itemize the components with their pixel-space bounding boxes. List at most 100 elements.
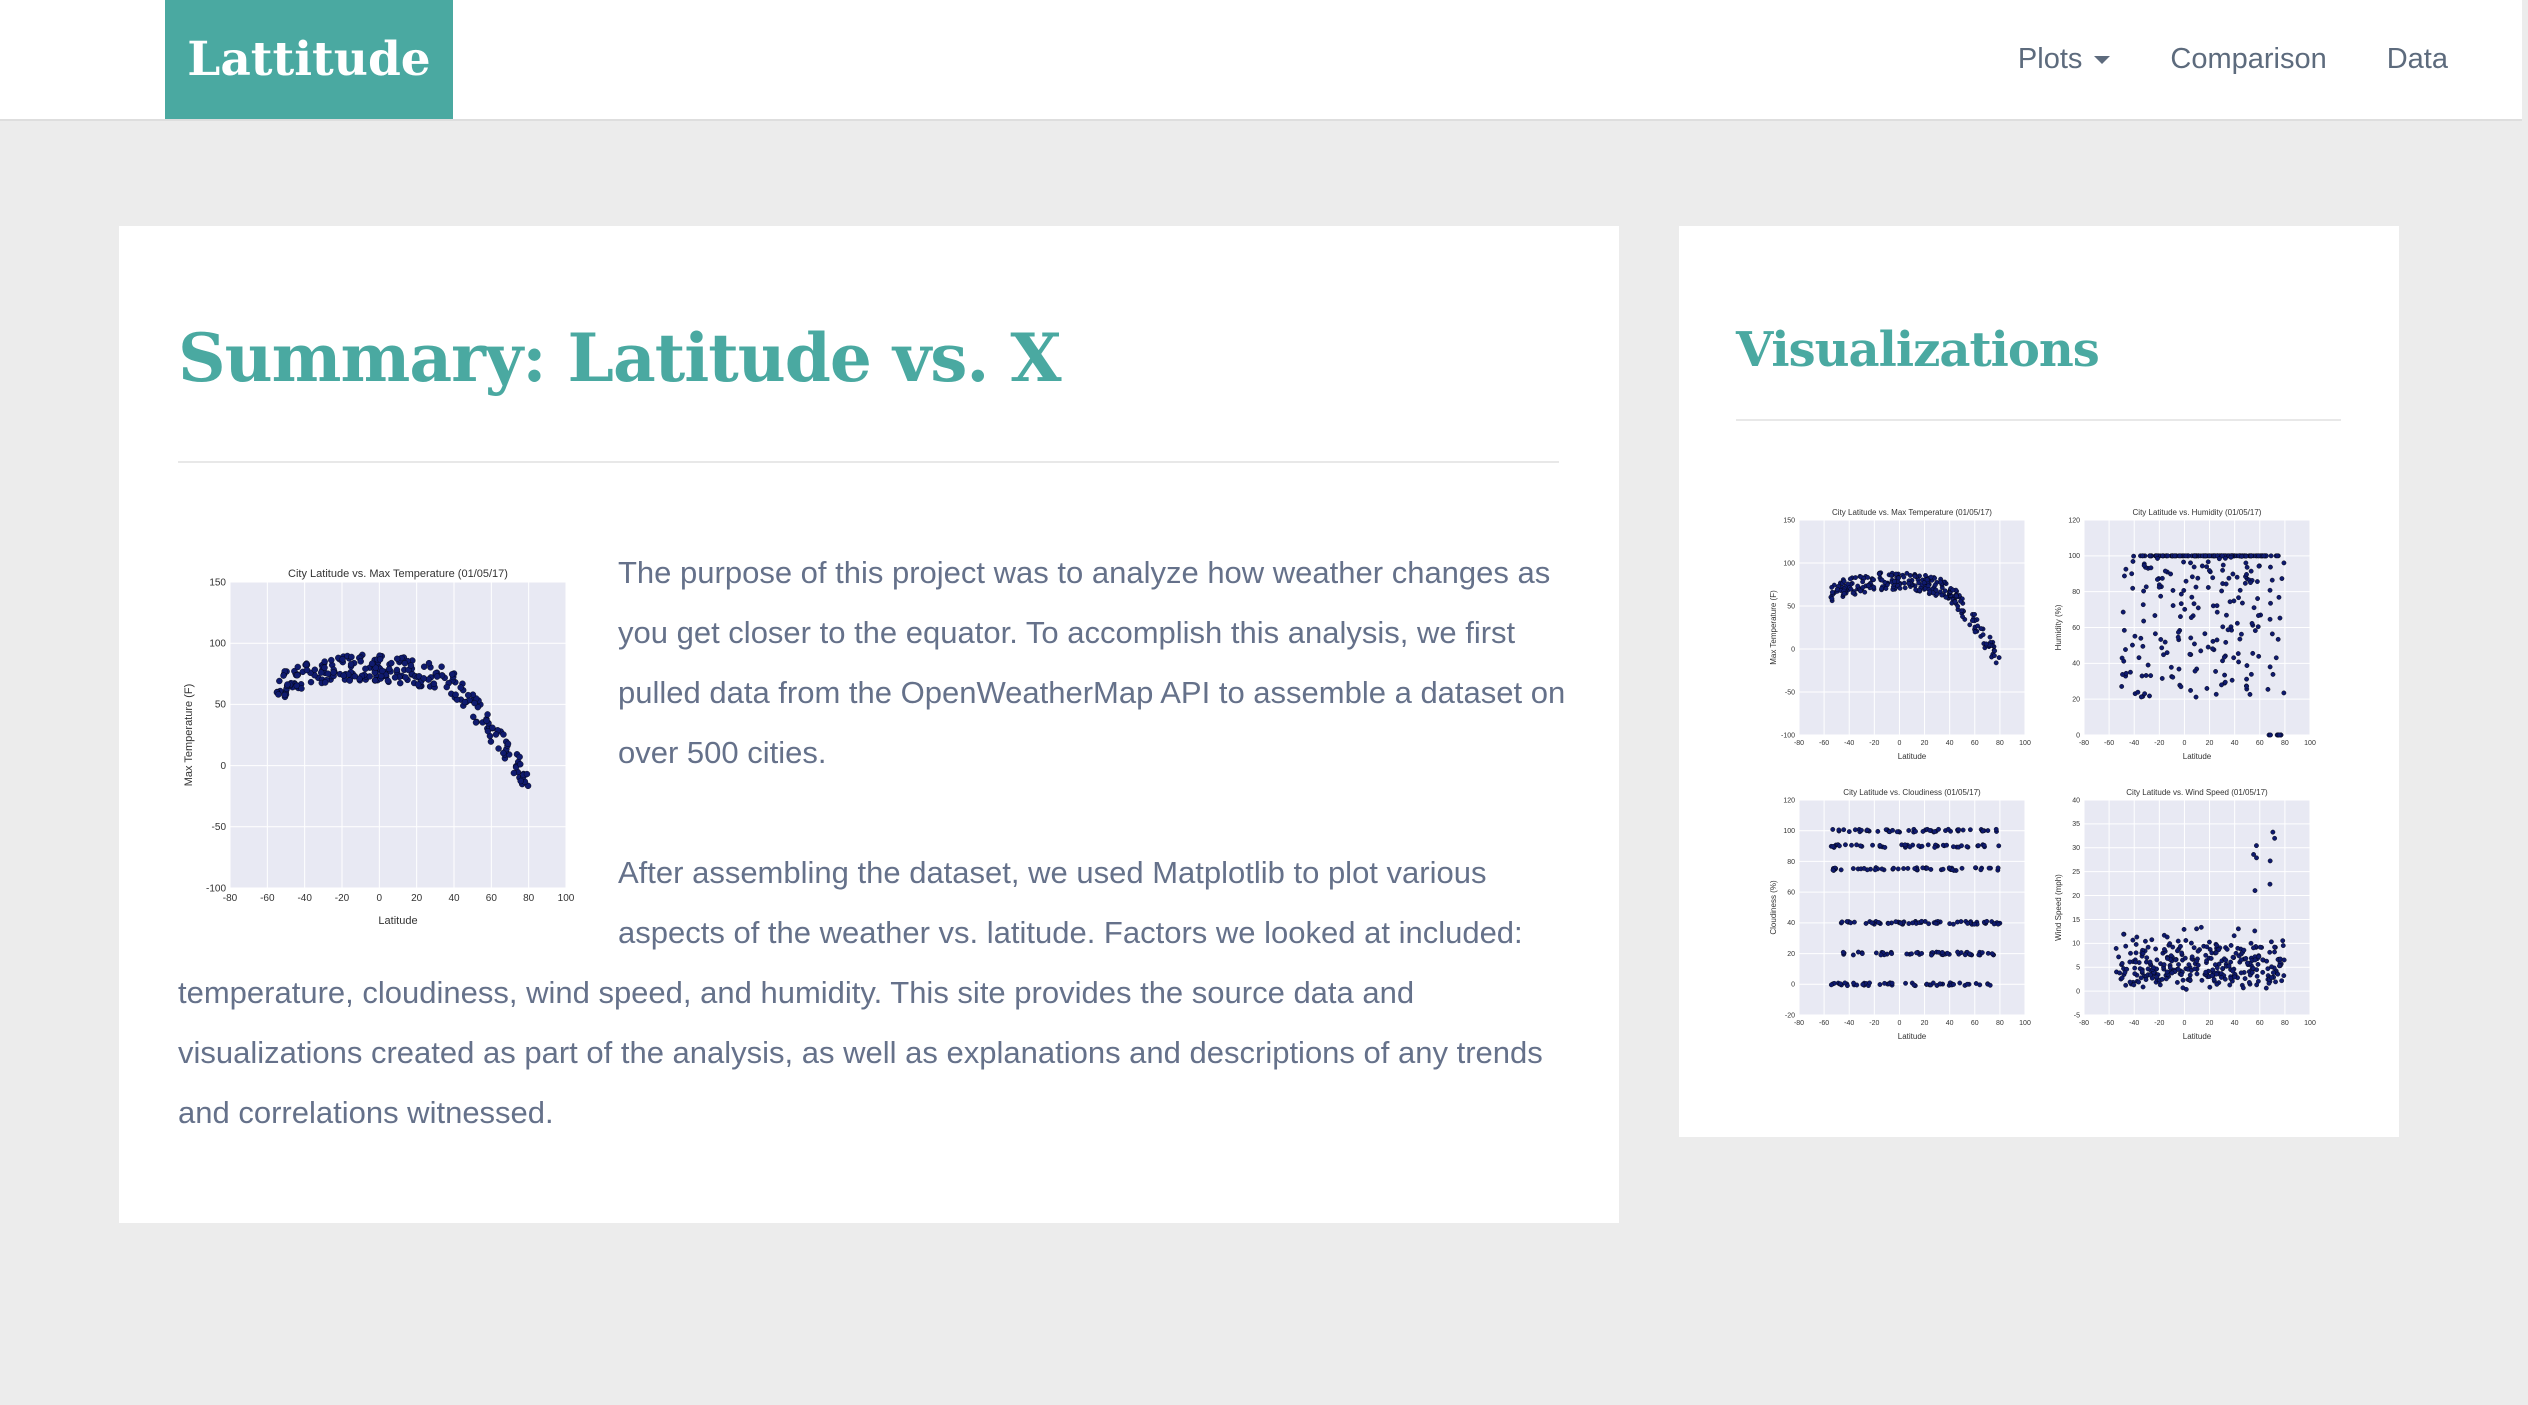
y-tick-label: 100 xyxy=(1783,560,1795,567)
x-tick-label: 100 xyxy=(2304,740,2316,747)
y-tick-label: 15 xyxy=(2072,917,2080,924)
y-axis-label: Humidity (%) xyxy=(2054,604,2063,650)
thumb-cloudiness[interactable]: -80 -60 -40 -20 0 20 40 60 80 100 -20 0 20 40 60 80 100 1… xyxy=(1769,786,2039,1041)
scatter-point xyxy=(1943,589,1947,593)
thumb-wind-speed[interactable]: -80 -60 -40 -20 0 20 40 60 80 100 -5 0 5 10 15 20 25 30 35… xyxy=(2054,786,2324,1041)
y-tick-label: -50 xyxy=(212,822,227,833)
scatter-point xyxy=(2144,673,2148,677)
scatter-point xyxy=(341,673,347,679)
scatter-point xyxy=(276,678,282,684)
x-tick-label: -20 xyxy=(1869,740,1879,747)
scatter-point xyxy=(394,667,400,673)
scatter-point xyxy=(1947,921,1951,925)
scatter-point xyxy=(1892,579,1896,583)
scatter-point xyxy=(1946,827,1950,831)
scatter-point xyxy=(1867,981,1871,985)
scatter-point xyxy=(2207,554,2211,558)
scatter-point xyxy=(2124,983,2128,987)
y-tick-label: 100 xyxy=(209,639,226,650)
plot-area xyxy=(1799,520,2025,735)
scatter-point xyxy=(1851,866,1855,870)
scatter-point xyxy=(1853,828,1857,832)
scatter-point xyxy=(1997,844,2001,848)
scatter-point xyxy=(372,677,378,683)
y-axis-label: Wind Speed (mph) xyxy=(2054,874,2063,941)
scatter-point xyxy=(2269,554,2273,558)
scatter-point xyxy=(2224,958,2228,962)
scatter-point xyxy=(2199,649,2203,653)
scatter-point xyxy=(1831,844,1835,848)
y-tick-label: 80 xyxy=(1787,859,1795,866)
scatter-point xyxy=(2266,687,2270,691)
scatter-point xyxy=(1956,604,1960,608)
scatter-point xyxy=(2179,951,2183,955)
temperature-chart-image: -80 -60 -40 -20 0 20 40 60 80 100 -100 -50 0 50 100 150… xyxy=(182,556,582,926)
scatter-point xyxy=(1923,573,1927,577)
summary-paragraph-1: The purpose of this project was to analy… xyxy=(618,543,1578,783)
scatter-point xyxy=(2242,948,2246,952)
scatter-point xyxy=(2232,934,2236,938)
scatter-point xyxy=(1829,983,1833,987)
scatter-point xyxy=(470,714,476,720)
chevron-down-icon xyxy=(2094,56,2110,64)
scatter-point xyxy=(2188,652,2192,656)
scatter-point xyxy=(2225,947,2229,951)
scatter-point xyxy=(2268,859,2272,863)
scatter-point xyxy=(2209,956,2213,960)
scatter-point xyxy=(1905,952,1909,956)
scatter-point xyxy=(1972,922,1976,926)
chart-title: City Latitude vs. Humidity (01/05/17) xyxy=(2133,508,2262,517)
thumb-max-temperature[interactable]: -80 -60 -40 -20 0 20 40 60 80 100 -100 -50 0 50 100 150… xyxy=(1769,506,2039,761)
scatter-point xyxy=(1975,624,1979,628)
thumb-humidity[interactable]: -80 -60 -40 -20 0 20 40 60 80 100 0 20 40 60 80 100 120 C… xyxy=(2054,506,2324,761)
scatter-point xyxy=(2193,669,2197,673)
scatter-point xyxy=(2200,978,2204,982)
x-tick-label: 80 xyxy=(1996,740,2004,747)
scatter-point xyxy=(465,692,471,698)
y-tick-label: 0 xyxy=(1791,646,1795,653)
scatter-point xyxy=(2122,659,2126,663)
scatter-point xyxy=(1890,981,1894,985)
scatter-point xyxy=(2220,568,2224,572)
scatter-point xyxy=(2262,554,2266,558)
nav-comparison[interactable]: Comparison xyxy=(2170,43,2326,76)
scatter-point xyxy=(2245,565,2249,569)
scatter-point xyxy=(2135,935,2139,939)
scatter-point xyxy=(388,660,394,666)
scatter-point xyxy=(1980,950,1984,954)
scatter-point xyxy=(439,664,445,670)
scatter-point xyxy=(2253,929,2257,933)
scatter-point xyxy=(1837,844,1841,848)
scatter-point xyxy=(2222,673,2226,677)
scatter-point xyxy=(1960,866,1964,870)
scatter-point xyxy=(1909,952,1913,956)
scatter-point xyxy=(1874,951,1878,955)
nav-plots-dropdown[interactable]: Plots xyxy=(2018,43,2110,76)
scatter-point xyxy=(2282,958,2286,962)
scatter-point xyxy=(2277,595,2281,599)
scatter-point xyxy=(1981,829,1985,833)
scatter-point xyxy=(392,674,398,680)
scatter-point xyxy=(2179,592,2183,596)
scatter-point xyxy=(1894,572,1898,576)
scatter-point xyxy=(1921,866,1925,870)
y-tick-label: -50 xyxy=(1785,689,1795,696)
y-tick-label: 100 xyxy=(2068,553,2080,560)
nav-data[interactable]: Data xyxy=(2387,43,2448,76)
scatter-point xyxy=(1986,951,1990,955)
y-tick-label: 40 xyxy=(1787,920,1795,927)
scatter-point xyxy=(2231,955,2235,959)
scatter-point xyxy=(308,679,314,685)
scatter-point xyxy=(2206,585,2210,589)
scatter-point xyxy=(1951,588,1955,592)
scatter-point xyxy=(2159,637,2163,641)
scatter-point xyxy=(2134,942,2138,946)
scatter-point xyxy=(2196,963,2200,967)
y-tick-label: 60 xyxy=(2072,625,2080,632)
scatter-point xyxy=(2228,983,2232,987)
scatter-point xyxy=(2195,972,2199,976)
brand-logo[interactable]: Lattitude xyxy=(165,0,453,119)
scatter-point xyxy=(2221,563,2225,567)
x-tick-label: -60 xyxy=(2104,740,2114,747)
y-tick-label: 20 xyxy=(1787,951,1795,958)
